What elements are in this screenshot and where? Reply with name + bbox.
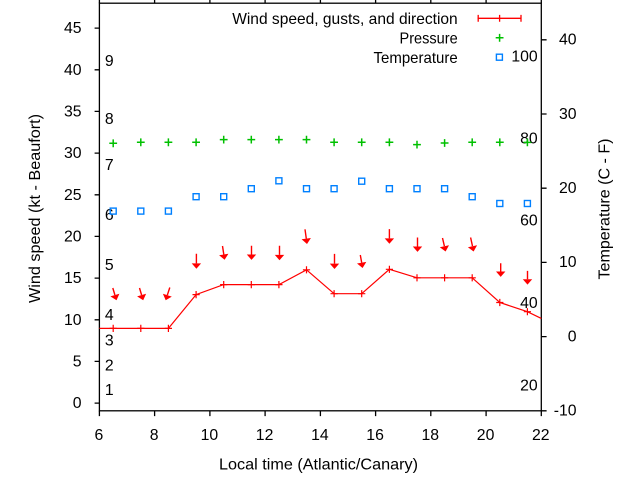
svg-text:45: 45: [64, 20, 82, 37]
svg-text:20: 20: [477, 427, 495, 444]
svg-text:16: 16: [366, 427, 384, 444]
svg-text:30: 30: [559, 106, 577, 123]
svg-text:Wind speed (kt - Beaufort): Wind speed (kt - Beaufort): [27, 114, 44, 303]
svg-text:14: 14: [311, 427, 329, 444]
svg-text:1: 1: [105, 382, 114, 399]
svg-text:9: 9: [105, 53, 114, 70]
svg-text:-10: -10: [554, 403, 577, 420]
svg-text:22: 22: [532, 427, 550, 444]
svg-text:40: 40: [64, 62, 82, 79]
svg-text:5: 5: [73, 353, 82, 370]
svg-text:Temperature (C - F): Temperature (C - F): [597, 139, 614, 280]
svg-text:6: 6: [105, 207, 114, 224]
svg-text:30: 30: [64, 145, 82, 162]
svg-text:0: 0: [568, 328, 577, 345]
svg-text:0: 0: [73, 395, 82, 412]
svg-text:12: 12: [256, 427, 274, 444]
svg-text:40: 40: [520, 295, 538, 312]
svg-text:6: 6: [95, 427, 104, 444]
svg-text:Pressure: Pressure: [400, 30, 458, 47]
svg-text:100: 100: [511, 48, 538, 65]
svg-text:7: 7: [105, 157, 114, 174]
svg-text:15: 15: [64, 270, 82, 287]
svg-text:3: 3: [105, 333, 114, 350]
svg-text:Local time (Atlantic/Canary): Local time (Atlantic/Canary): [219, 456, 418, 473]
svg-text:60: 60: [520, 213, 538, 230]
svg-text:40: 40: [559, 32, 577, 49]
svg-text:35: 35: [64, 103, 82, 120]
svg-text:10: 10: [201, 427, 219, 444]
svg-text:20: 20: [559, 180, 577, 197]
svg-text:10: 10: [559, 254, 577, 271]
svg-text:80: 80: [520, 131, 538, 148]
svg-text:Wind speed, gusts, and directi: Wind speed, gusts, and direction: [232, 11, 458, 28]
svg-text:8: 8: [105, 111, 114, 128]
svg-text:4: 4: [105, 307, 114, 324]
svg-text:18: 18: [422, 427, 440, 444]
svg-text:Temperature: Temperature: [374, 50, 458, 67]
svg-text:25: 25: [64, 187, 82, 204]
svg-text:20: 20: [520, 378, 538, 395]
svg-text:8: 8: [150, 427, 159, 444]
svg-text:5: 5: [105, 257, 114, 274]
svg-text:10: 10: [64, 312, 82, 329]
svg-text:20: 20: [64, 228, 82, 245]
svg-text:2: 2: [105, 358, 114, 375]
